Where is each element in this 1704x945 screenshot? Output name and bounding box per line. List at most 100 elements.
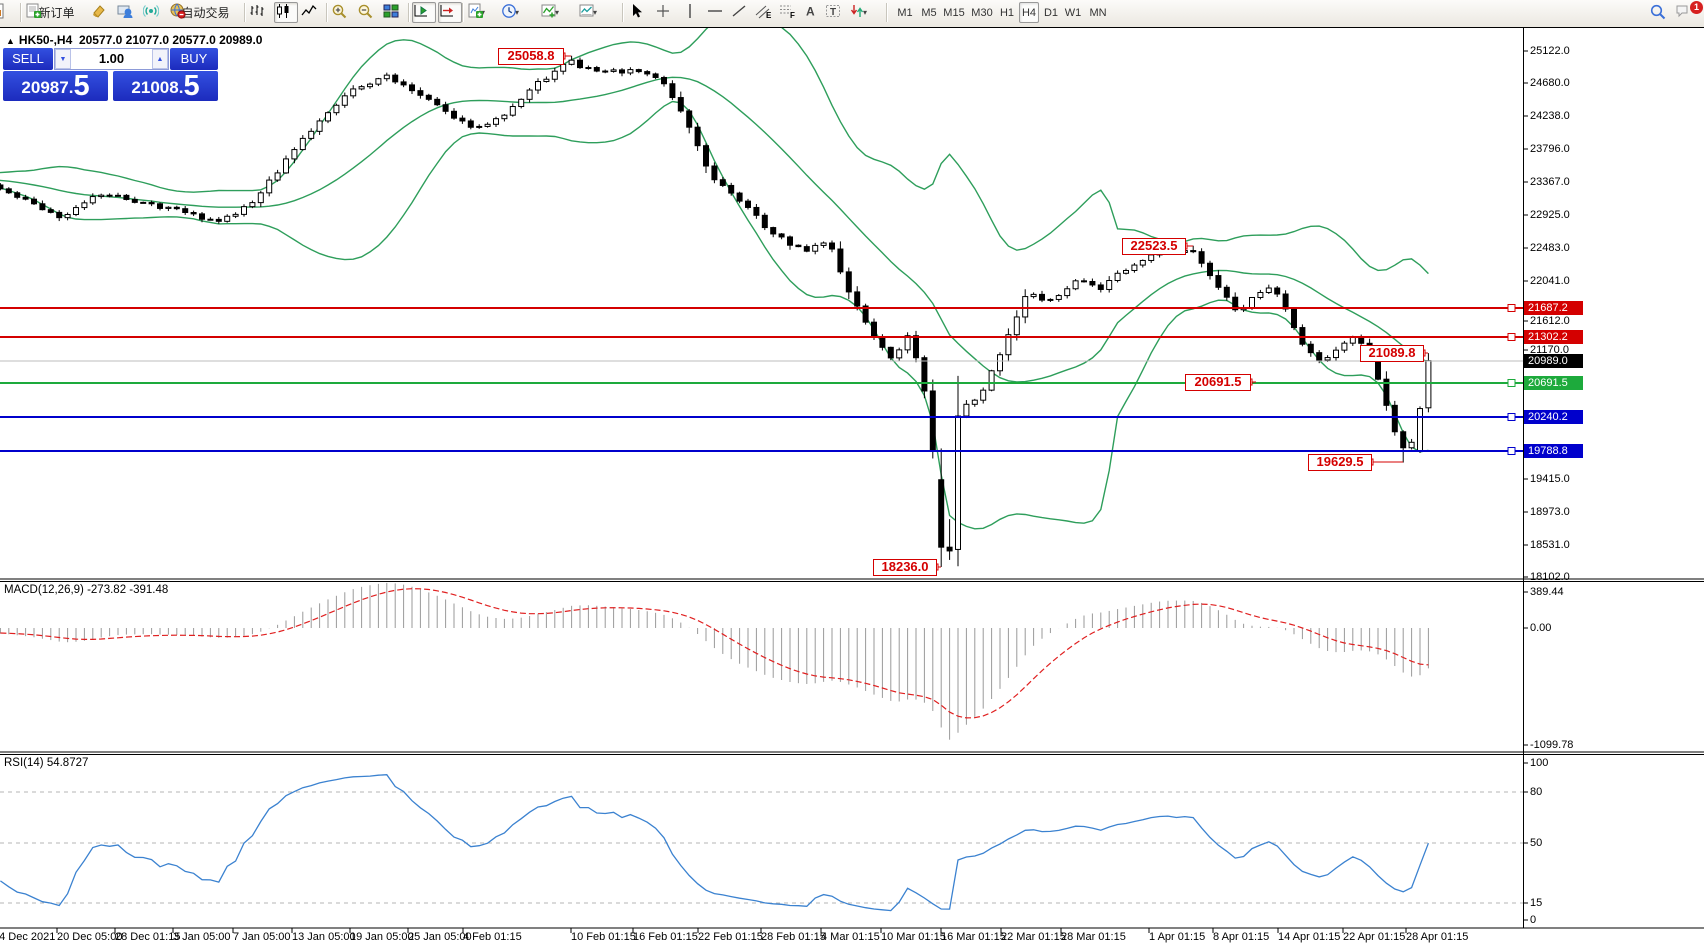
notifications-button[interactable]: 1	[1674, 1, 1703, 23]
fibonacci-button[interactable]: F	[778, 2, 800, 23]
panel-divider[interactable]	[0, 751, 1704, 756]
indicators-dropdown-caret[interactable]: ▾	[554, 8, 559, 17]
autotrade-button[interactable]: 自动交易	[168, 2, 240, 23]
rsi-indicator-label: RSI(14) 54.8727	[4, 757, 89, 769]
notification-badge: 1	[1690, 1, 1703, 14]
indicators-button[interactable]: ▾	[540, 2, 570, 23]
symbol-period-label: HK50-,H4	[18, 33, 73, 47]
shapes-dropdown-caret[interactable]: ▾	[862, 8, 867, 17]
timeframe-d1-button[interactable]: D1	[1043, 7, 1059, 19]
price-callout-label[interactable]: 22523.5	[1122, 238, 1186, 255]
volume-increase-button[interactable]: ▲	[152, 49, 168, 69]
time-axis-label: 28 Apr 01:15	[1406, 931, 1469, 943]
price-axis-tick: 21612.0	[1530, 315, 1570, 327]
sell-price-fraction: 5	[73, 70, 90, 102]
svg-text:E: E	[766, 11, 772, 19]
toolbar-separator	[408, 3, 410, 22]
label-button[interactable]: T	[824, 2, 846, 23]
timeframe-m30-button[interactable]: M30	[971, 7, 993, 19]
price-axis-level-label: 20989.0	[1524, 354, 1583, 368]
periods-dropdown-caret[interactable]: ▾	[514, 8, 519, 17]
sell-price-button[interactable]: 20987. 5	[3, 71, 108, 101]
crosshair-button[interactable]	[654, 2, 678, 23]
hline-handle[interactable]	[1507, 333, 1516, 341]
volume-decrease-button[interactable]: ▼	[55, 49, 71, 69]
bars-chart-button[interactable]	[248, 2, 272, 23]
price-axis-level-label: 21687.2	[1524, 301, 1583, 315]
svg-text:T: T	[830, 7, 836, 18]
collapse-trade-panel-icon[interactable]: ▲	[6, 36, 15, 46]
timeframe-mn-button[interactable]: MN	[1089, 7, 1107, 19]
chart-file-button[interactable]	[0, 2, 10, 23]
price-axis-tick: 21170.0	[1530, 344, 1569, 356]
price-callout-label[interactable]: 21089.8	[1360, 345, 1424, 362]
tile-windows-button[interactable]	[382, 2, 406, 23]
eraser-button[interactable]	[90, 2, 114, 23]
signal-button[interactable]	[142, 2, 166, 23]
timeframe-m15-button[interactable]: M15	[943, 7, 965, 19]
auto-scroll-button[interactable]	[438, 2, 462, 23]
timeframe-w1-button[interactable]: W1	[1064, 7, 1082, 19]
timeframe-h1-button[interactable]: H1	[999, 7, 1015, 19]
periods-button[interactable]: ▾	[500, 2, 530, 23]
hline-handle[interactable]	[1507, 379, 1516, 387]
rsi-line	[0, 774, 1430, 912]
shapes-button[interactable]: ▾	[848, 2, 878, 23]
zoom-in-button[interactable]	[330, 2, 354, 23]
profile-button[interactable]	[116, 2, 140, 23]
timeframe-h4-button[interactable]: H4	[1019, 2, 1039, 23]
sell-price-main: 20987	[21, 78, 69, 97]
price-axis-level-label: 20691.5	[1524, 376, 1583, 390]
vline-button[interactable]	[682, 2, 704, 23]
rsi-axis-tick: 80	[1530, 786, 1543, 798]
new-chart-button[interactable]: ▾	[466, 2, 496, 23]
macd-axis-tick: -1099.78	[1530, 739, 1574, 751]
toolbar-separator	[462, 3, 464, 22]
hline-handle[interactable]	[1507, 413, 1516, 421]
macd-signal-line	[0, 588, 1429, 719]
candles-chart-button[interactable]	[274, 2, 298, 23]
buy-price-button[interactable]: 21008. 5	[113, 71, 218, 101]
horizontal-level-lines[interactable]	[0, 304, 1523, 455]
zoom-out-button[interactable]	[356, 2, 380, 23]
price-axis-tick: 23796.0	[1530, 143, 1570, 155]
timeframe-m5-button[interactable]: M5	[921, 7, 937, 19]
trendline-button[interactable]	[730, 2, 752, 23]
price-callout-label[interactable]: 18236.0	[873, 559, 937, 576]
time-axis-label: 8 Apr 01:15	[1213, 931, 1270, 943]
time-axis-label: 16 Feb 01:15	[633, 931, 698, 943]
templates-button[interactable]: ▾	[578, 2, 608, 23]
hline-handle[interactable]	[1507, 304, 1516, 312]
text-button[interactable]: A	[802, 2, 824, 23]
time-axis-label: 3 Jan 05:00	[173, 931, 231, 943]
price-callout-label[interactable]: 25058.8	[498, 48, 564, 65]
new-order-button[interactable]: 新订单	[24, 2, 86, 23]
cursor-button[interactable]	[628, 2, 652, 23]
price-axis-tick: 22925.0	[1530, 209, 1570, 221]
search-button[interactable]	[1648, 2, 1672, 23]
price-axis-tick: 23367.0	[1530, 176, 1570, 188]
timeframe-m1-button[interactable]: M1	[897, 7, 913, 19]
chart-shift-button[interactable]	[412, 2, 436, 23]
hline-handle[interactable]	[1507, 447, 1516, 455]
time-axis-label: 28 Feb 01:15	[761, 931, 826, 943]
templates-dropdown-caret[interactable]: ▾	[592, 8, 597, 17]
macd-indicator-label: MACD(12,26,9) -273.82 -391.48	[4, 584, 169, 596]
time-axis-label: 28 Dec 01:15	[115, 931, 181, 943]
price-axis-level-label: 19788.8	[1524, 444, 1583, 458]
new-order-label: 新订单	[38, 6, 75, 20]
panel-divider[interactable]	[0, 578, 1704, 583]
one-click-trading-panel: SELL ▼ 1.00 ▲ BUY 20987. 5 21008. 5	[3, 48, 218, 101]
sell-button[interactable]: SELL	[3, 48, 53, 70]
line-chart-button[interactable]	[300, 2, 324, 23]
buy-button[interactable]: BUY	[170, 48, 218, 70]
volume-input[interactable]: 1.00	[98, 51, 125, 66]
channel-button[interactable]: E	[754, 2, 776, 23]
price-callout-label[interactable]: 19629.5	[1308, 454, 1372, 471]
price-callout-label[interactable]: 20691.5	[1185, 374, 1251, 391]
time-axis-label: 22 Feb 01:15	[698, 931, 763, 943]
main-toolbar: 新订单 自动交易 ▾ ▾ ▾ ▾ E F A T ▾ M1 M5 M15 M30 H1 H4 D1 W1 MN 1	[0, 0, 1704, 28]
hline-button[interactable]	[706, 2, 728, 23]
